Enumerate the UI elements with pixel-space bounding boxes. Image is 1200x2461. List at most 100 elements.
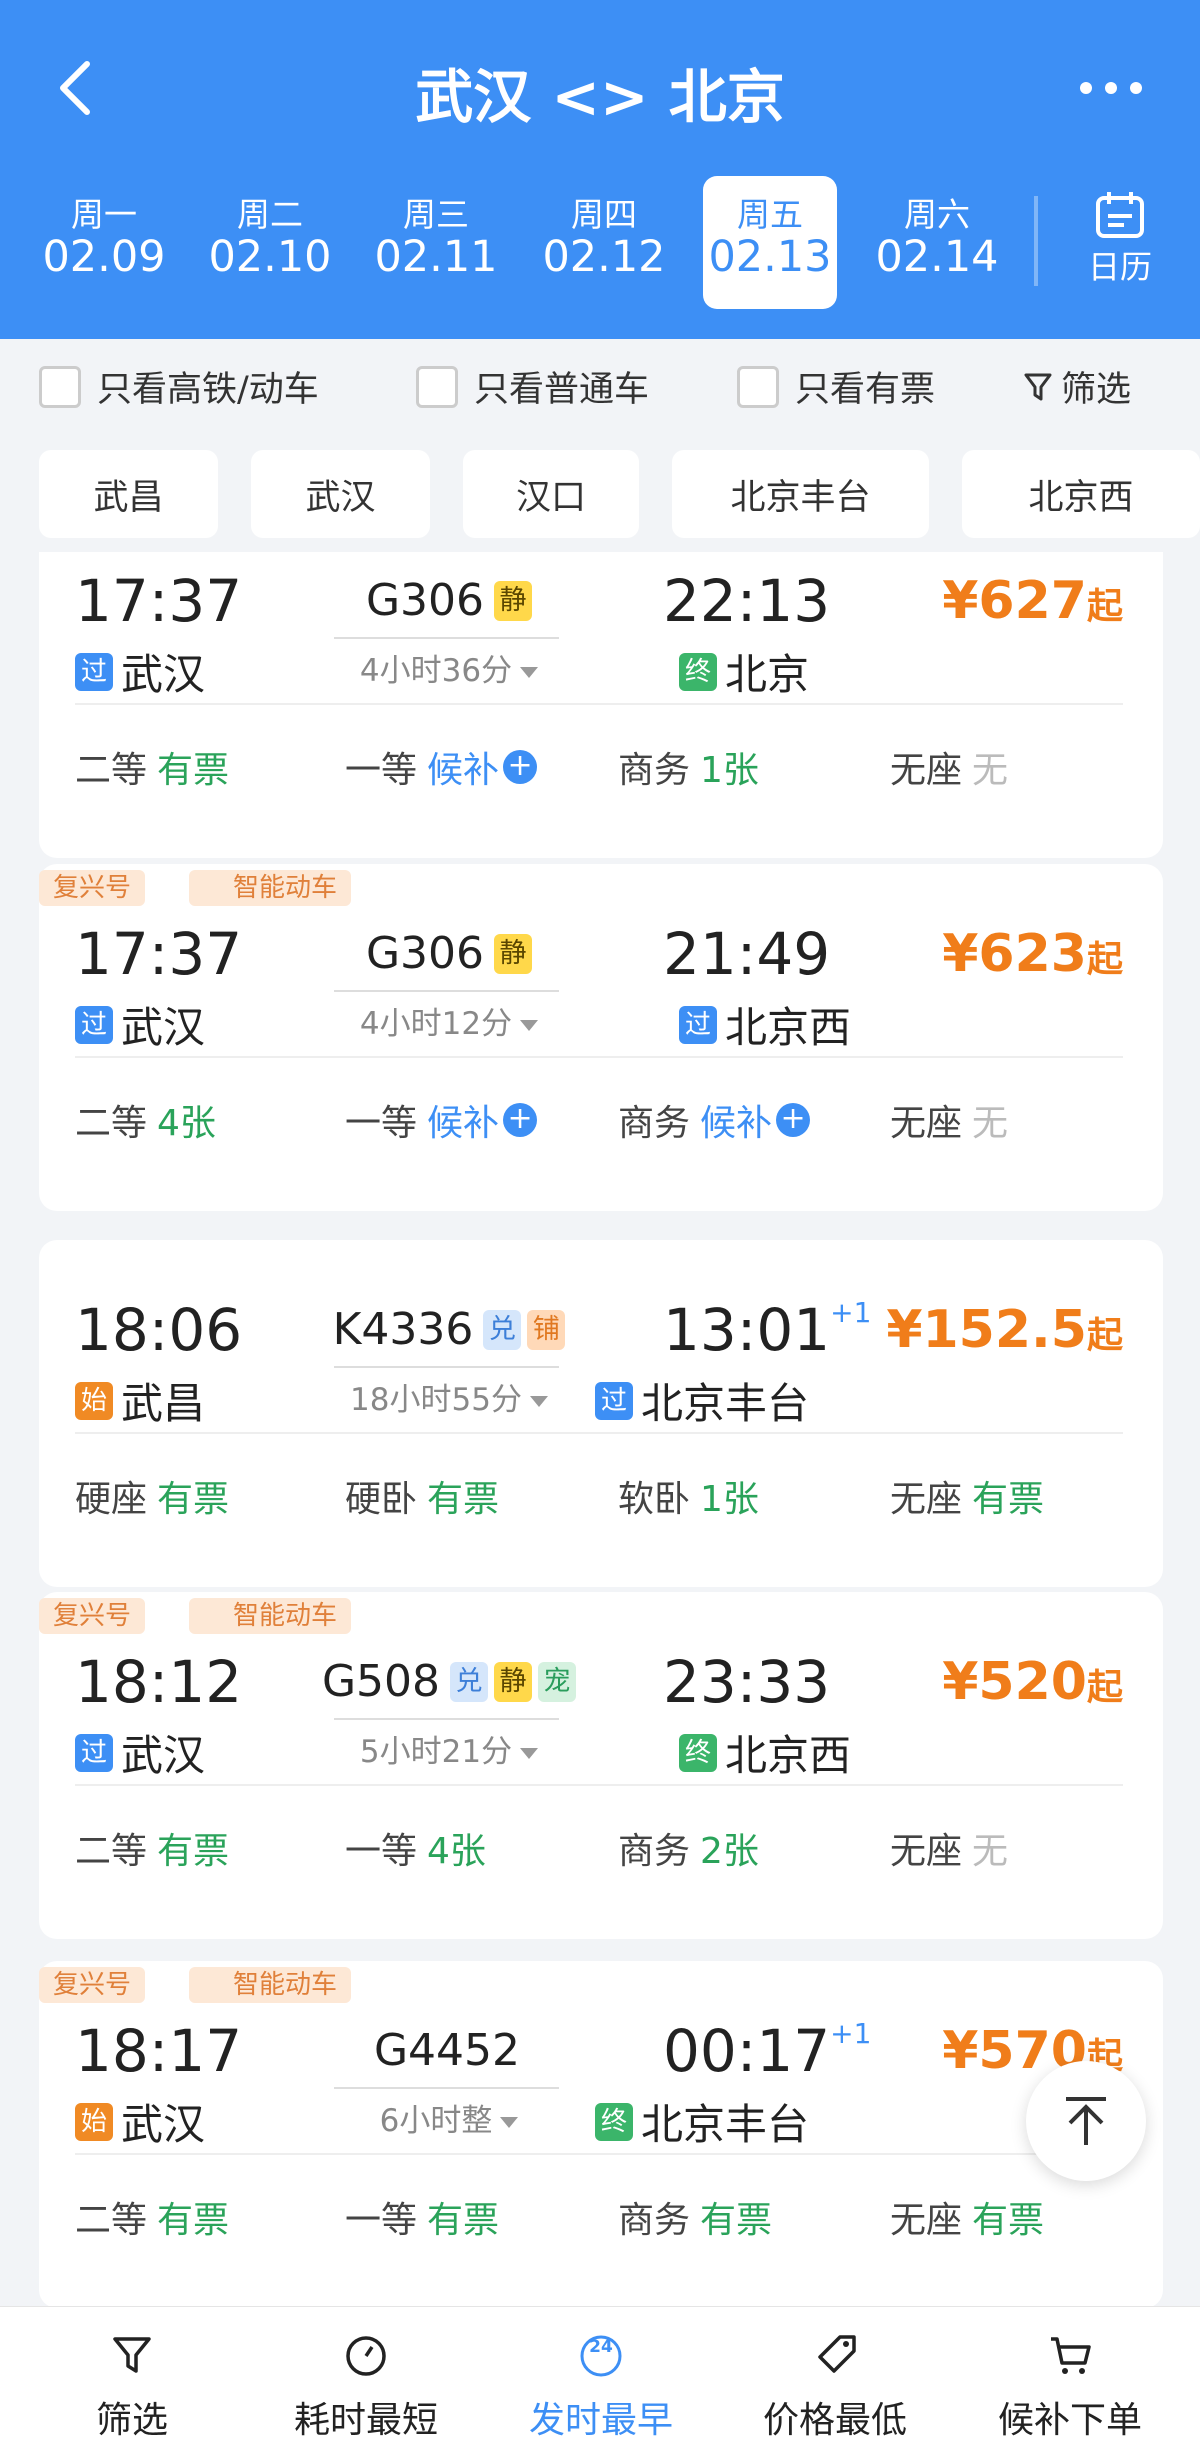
date: 02.09 bbox=[42, 232, 166, 282]
train-card[interactable]: 17:37 过武汉 G306 静 4小时36分 22:13 终北京 ¥627起 二等 有票 一等 候补… bbox=[39, 552, 1163, 858]
nav-icon bbox=[113, 2337, 151, 2373]
date-tab[interactable]: 周五 02.13 bbox=[703, 176, 837, 309]
date: 02.13 bbox=[708, 232, 832, 282]
duration-caret bbox=[520, 1020, 539, 1031]
nav-label: 耗时最短 bbox=[293, 2400, 438, 2441]
duration: 4小时36分 bbox=[289, 645, 609, 690]
date-tab[interactable]: 周三 02.11 bbox=[369, 176, 503, 309]
badge: 智能动车 bbox=[189, 1598, 352, 1634]
badge: 智能动车 bbox=[189, 1967, 352, 2003]
seat-status: 有票 bbox=[157, 750, 230, 791]
price-value: ¥152.5 bbox=[886, 1300, 1087, 1360]
seat: 无座 有票 bbox=[890, 1470, 1044, 1522]
badge: 复兴号 bbox=[39, 1967, 146, 2003]
date: 02.10 bbox=[208, 232, 332, 282]
arrive-time: 00:17+1 bbox=[663, 2017, 871, 2085]
train-tag: 静 bbox=[494, 580, 533, 621]
depart-time: 18:17 bbox=[75, 2017, 243, 2085]
train-tag: 铺 bbox=[527, 1309, 566, 1350]
nav-item[interactable]: 价格最低 bbox=[718, 2307, 952, 2461]
to-tag: 终 bbox=[679, 1733, 717, 1772]
nav-item[interactable]: 24 发时最早 bbox=[484, 2307, 718, 2461]
date-tab[interactable]: 周四 02.12 bbox=[537, 176, 671, 309]
duration-line bbox=[334, 637, 559, 639]
nav-item[interactable]: 筛选 bbox=[15, 2307, 249, 2461]
seat-status: 有票 bbox=[972, 2200, 1045, 2241]
seat-class: 二等 bbox=[75, 1103, 148, 1144]
more-button[interactable] bbox=[1078, 78, 1144, 98]
weekday: 周六 bbox=[904, 195, 970, 234]
train-card[interactable]: 复兴号 智能动车 18:17 始武汉 G4452 6小时整 00:17+1 终北京丰台 ¥570… bbox=[39, 1961, 1163, 2306]
to-tag: 过 bbox=[679, 1005, 717, 1044]
duration-line bbox=[334, 2087, 559, 2089]
duration-text: 4小时36分 bbox=[359, 653, 513, 689]
date-tab[interactable]: 周六 02.14 bbox=[870, 176, 1004, 309]
duration-caret bbox=[520, 1748, 539, 1759]
back-button[interactable] bbox=[55, 60, 95, 116]
nav-item[interactable]: 耗时最短 bbox=[249, 2307, 483, 2461]
checkbox[interactable]: 只看普通车 bbox=[416, 361, 649, 412]
seat: 商务 2张 bbox=[618, 1822, 759, 1874]
train-card[interactable]: 复兴号 智能动车 17:37 过武汉 G306 静 4小时12分 21:49 过北京西 ¥623起… bbox=[39, 864, 1163, 1211]
train-number: G306 静 bbox=[289, 928, 609, 979]
seat-status: 2张 bbox=[700, 1831, 759, 1872]
calendar-icon[interactable] bbox=[1094, 190, 1146, 240]
duration-line bbox=[334, 1718, 559, 1720]
nav-item[interactable]: 候补下单 bbox=[953, 2307, 1187, 2461]
to-tag: 终 bbox=[595, 2102, 633, 2141]
arrive-time: 22:13 bbox=[663, 567, 830, 635]
seat: 二等 有票 bbox=[75, 741, 229, 793]
train-card[interactable]: 18:06 始武昌 K4336 兑铺 18小时55分 13:01+1 过北京丰台 ¥152.5… bbox=[39, 1240, 1163, 1587]
seat: 二等 4张 bbox=[75, 1094, 216, 1146]
price: ¥520起 bbox=[942, 1652, 1123, 1712]
calendar-label[interactable]: 日历 bbox=[1087, 248, 1152, 286]
station-chip[interactable]: 武汉 bbox=[251, 450, 430, 538]
seat-class: 二等 bbox=[75, 2200, 148, 2241]
weekday: 周五 bbox=[737, 195, 803, 234]
divider bbox=[75, 1056, 1123, 1058]
scroll-top-button[interactable] bbox=[1026, 2061, 1146, 2181]
seat-class: 二等 bbox=[75, 750, 148, 791]
seat-class: 二等 bbox=[75, 1831, 148, 1872]
seat: 一等 有票 bbox=[345, 2191, 499, 2243]
train-code: G4452 bbox=[373, 2025, 521, 2076]
duration-caret bbox=[520, 667, 539, 678]
from-name: 武汉 bbox=[121, 2100, 206, 2149]
from-name: 武汉 bbox=[121, 1003, 206, 1052]
header: 武汉 <> 北京 周一 02.09 周二 02.10 周三 02.11 周四 02.12 周五 0… bbox=[0, 0, 1200, 339]
from-tag: 过 bbox=[75, 652, 113, 691]
train-code: K4336 bbox=[332, 1304, 474, 1355]
from-tag: 始 bbox=[75, 1381, 113, 1420]
price-suffix: 起 bbox=[1086, 586, 1123, 627]
date-tab[interactable]: 周一 02.09 bbox=[37, 176, 171, 309]
price-value: ¥623 bbox=[942, 924, 1087, 984]
seat-status: 有票 bbox=[972, 1479, 1045, 1520]
arrive-day: +1 bbox=[830, 1296, 872, 1329]
seat-status: 无 bbox=[972, 1103, 1009, 1144]
station-chip[interactable]: 武昌 bbox=[39, 450, 218, 538]
duration: 4小时12分 bbox=[289, 998, 609, 1043]
nav-label: 发时最早 bbox=[528, 2400, 673, 2441]
checkbox[interactable]: 只看高铁/动车 bbox=[39, 361, 319, 412]
price: ¥627起 bbox=[942, 571, 1123, 631]
station-chip[interactable]: 北京丰台 bbox=[672, 450, 929, 538]
duration: 6小时整 bbox=[289, 2095, 609, 2140]
date-tab[interactable]: 周二 02.10 bbox=[203, 176, 337, 309]
filter-button[interactable]: 筛选 bbox=[1023, 361, 1131, 412]
train-card[interactable]: 复兴号 智能动车 18:12 过武汉 G508 兑静宠 5小时21分 23:33 终北京西 ¥52… bbox=[39, 1592, 1163, 1939]
divider bbox=[75, 703, 1123, 705]
arrive-time: 13:01+1 bbox=[663, 1296, 871, 1364]
station-chip[interactable]: 汉口 bbox=[463, 450, 639, 538]
seat-class: 无座 bbox=[890, 2200, 963, 2241]
station-chip[interactable]: 北京西 bbox=[962, 450, 1200, 538]
train-tag: 兑 bbox=[483, 1309, 522, 1350]
checkbox[interactable]: 只看有票 bbox=[737, 361, 935, 412]
price-suffix: 起 bbox=[1086, 939, 1123, 980]
train-tag: 静 bbox=[494, 933, 533, 974]
price-value: ¥627 bbox=[942, 571, 1087, 631]
arrive-text: 13:01 bbox=[663, 1296, 831, 1364]
date: 02.11 bbox=[374, 232, 498, 282]
arrive-text: 23:33 bbox=[663, 1648, 831, 1716]
seat: 无座无 bbox=[890, 741, 1008, 793]
to-name: 北京西 bbox=[725, 1003, 852, 1052]
